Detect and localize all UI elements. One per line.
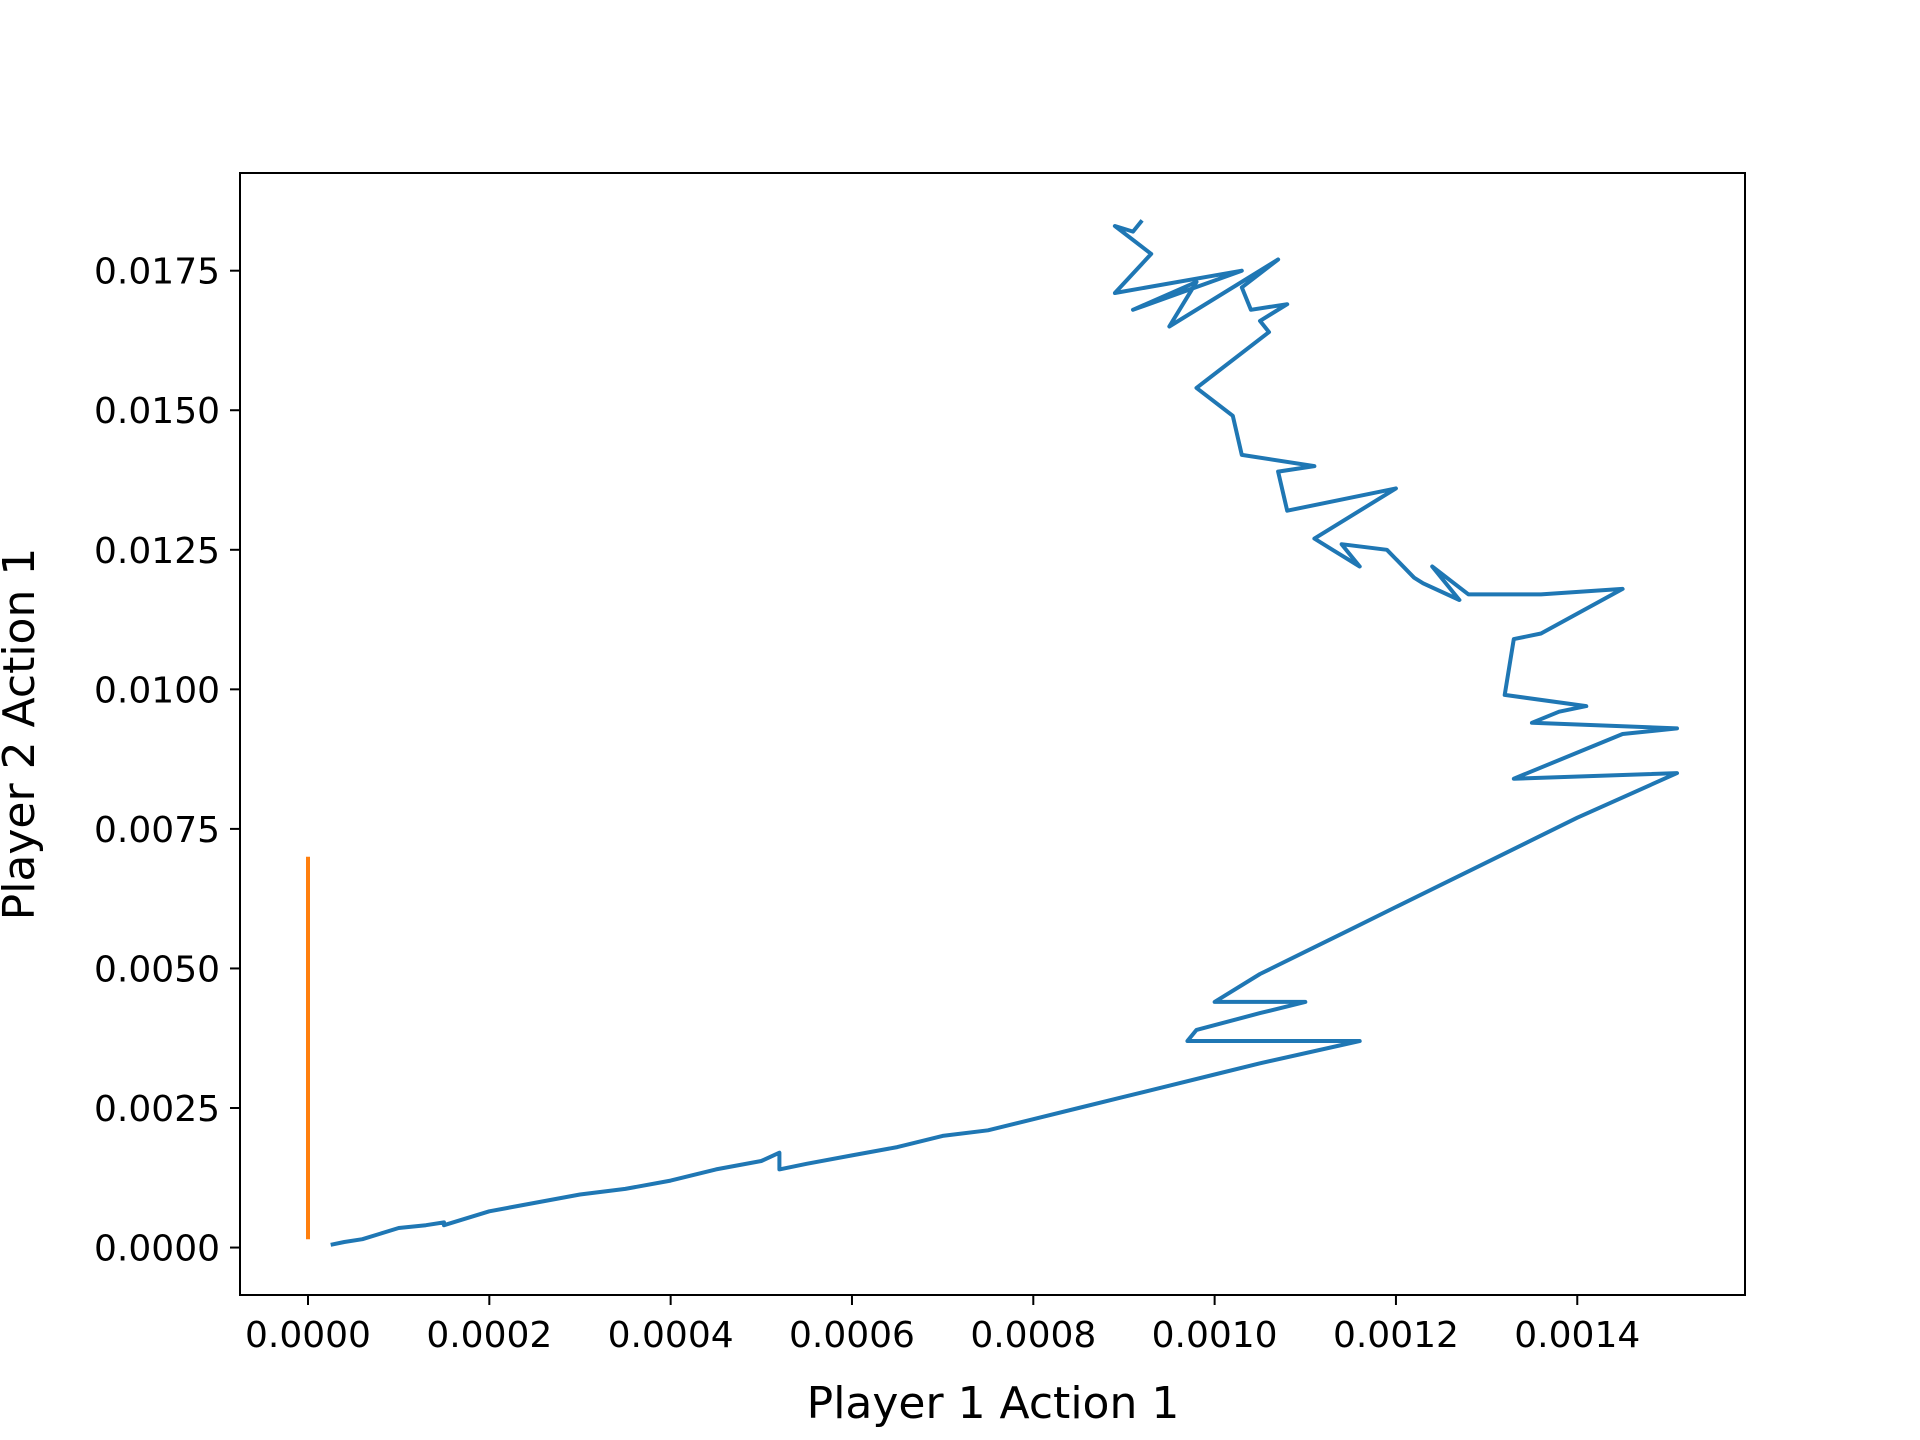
x-tick-label: 0.0002 [426, 1315, 552, 1356]
series-layer [306, 219, 1679, 1247]
y-tick-label: 0.0150 [94, 391, 220, 432]
x-tick-label: 0.0006 [789, 1315, 915, 1356]
y-tick-label: 0.0125 [94, 531, 220, 572]
x-tick-label: 0.0008 [970, 1315, 1096, 1356]
x-tick-label: 0.0004 [608, 1315, 734, 1356]
x-axis-label: Player 1 Action 1 [807, 1378, 1180, 1429]
x-tick-label: 0.0014 [1514, 1315, 1640, 1356]
x-axis-ticks: 0.0000 0.0002 0.0004 0.0006 0.0008 0.0010 0.00… [245, 1295, 1640, 1356]
y-tick-label: 0.0075 [94, 810, 220, 851]
series-line-1 [330, 219, 1679, 1247]
x-tick-label: 0.0012 [1333, 1315, 1459, 1356]
x-tick-label: 0.0000 [245, 1315, 371, 1356]
y-tick-label: 0.0175 [94, 252, 220, 293]
y-axis-label: Player 2 Action 1 [0, 548, 45, 921]
y-axis-ticks: 0.0000 0.0025 0.0050 0.0075 0.0100 0.0125 0.01… [94, 252, 240, 1270]
x-tick-label: 0.0010 [1152, 1315, 1278, 1356]
y-tick-label: 0.0000 [94, 1229, 220, 1270]
y-tick-label: 0.0100 [94, 670, 220, 711]
y-tick-label: 0.0050 [94, 949, 220, 990]
y-tick-label: 0.0025 [94, 1089, 220, 1130]
plot-frame [239, 172, 1746, 1296]
